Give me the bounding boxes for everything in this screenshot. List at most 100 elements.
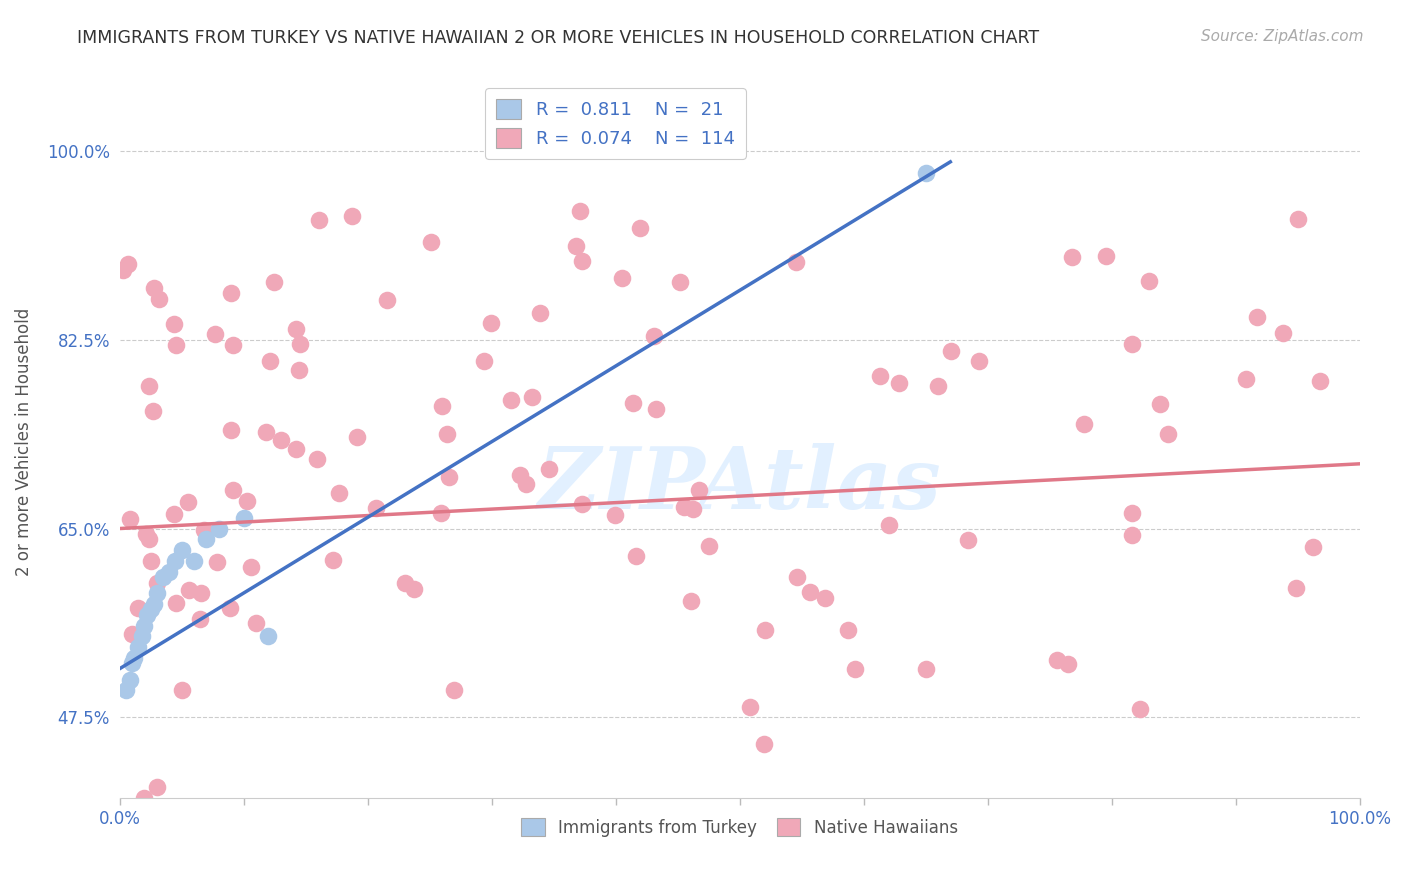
Point (538, 462, 561, 476)
Point (799, 584, 821, 599)
Point (1234, 371, 1257, 385)
Point (204, 326, 226, 341)
Point (222, 483, 245, 497)
Point (240, 559, 263, 574)
Point (131, 629, 153, 643)
Point (190, 585, 212, 599)
Point (364, 501, 387, 516)
Point (479, 317, 502, 331)
Point (143, 597, 166, 611)
Point (195, 533, 218, 547)
Legend: Immigrants from Turkey, Native Hawaiians: Immigrants from Turkey, Native Hawaiians (515, 811, 965, 843)
Point (163, 317, 186, 331)
Point (157, 565, 180, 579)
Point (1272, 326, 1295, 341)
Point (1137, 274, 1160, 288)
Point (288, 336, 311, 351)
Point (1121, 528, 1143, 542)
Point (121, 657, 143, 671)
Point (914, 166, 936, 180)
Point (1095, 249, 1118, 263)
Point (1057, 657, 1080, 672)
Point (436, 426, 458, 441)
Point (142, 403, 165, 417)
Text: IMMIGRANTS FROM TURKEY VS NATIVE HAWAIIAN 2 OR MORE VEHICLES IN HOUSEHOLD CORREL: IMMIGRANTS FROM TURKEY VS NATIVE HAWAIIA… (77, 29, 1039, 46)
Point (170, 543, 193, 558)
Point (270, 433, 292, 447)
Point (148, 292, 170, 306)
Point (1285, 581, 1308, 595)
Point (754, 737, 776, 751)
Point (1073, 417, 1095, 431)
Point (375, 293, 398, 307)
Point (682, 502, 704, 516)
Point (969, 354, 991, 368)
Point (430, 399, 453, 413)
Point (879, 518, 901, 533)
Point (569, 203, 592, 218)
Point (645, 401, 668, 416)
Point (142, 281, 165, 295)
Point (288, 362, 311, 376)
Text: Source: ZipAtlas.com: Source: ZipAtlas.com (1201, 29, 1364, 44)
Point (134, 791, 156, 805)
Point (232, 510, 254, 524)
Point (236, 494, 259, 508)
Point (429, 506, 451, 520)
Point (754, 623, 776, 637)
Point (624, 549, 647, 564)
Point (259, 354, 281, 368)
Point (643, 328, 665, 343)
Point (263, 275, 285, 289)
Point (165, 554, 187, 568)
Point (120, 512, 142, 526)
Point (163, 507, 186, 521)
Point (138, 379, 160, 393)
Point (697, 539, 720, 553)
Point (437, 470, 460, 484)
Point (515, 477, 537, 491)
Point (1046, 653, 1069, 667)
Point (121, 627, 143, 641)
Point (328, 486, 350, 500)
Y-axis label: 2 or more Vehicles in Household: 2 or more Vehicles in Household (15, 308, 32, 576)
Point (221, 338, 243, 352)
Point (285, 321, 308, 335)
Point (112, 263, 135, 277)
Point (170, 683, 193, 698)
Point (219, 286, 242, 301)
Point (124, 651, 146, 665)
Point (785, 255, 807, 269)
Point (565, 239, 588, 253)
Point (146, 586, 169, 600)
Point (623, 396, 645, 410)
Point (738, 700, 761, 714)
Point (127, 601, 149, 615)
Point (420, 235, 443, 249)
Point (1149, 397, 1171, 411)
Point (139, 602, 162, 616)
Point (443, 683, 465, 698)
Point (127, 640, 149, 655)
Point (188, 612, 211, 626)
Point (1286, 211, 1309, 226)
Point (522, 390, 544, 404)
Point (114, 683, 136, 698)
Point (956, 533, 979, 547)
Point (786, 570, 808, 584)
Point (208, 522, 231, 536)
Point (134, 618, 156, 632)
Point (165, 338, 187, 352)
Point (322, 553, 344, 567)
Point (1121, 337, 1143, 351)
Point (939, 343, 962, 358)
Point (221, 423, 243, 437)
Point (285, 442, 308, 457)
Point (141, 554, 163, 568)
Point (205, 555, 228, 569)
Point (245, 616, 267, 631)
Point (1121, 506, 1143, 520)
Point (844, 662, 866, 676)
Point (1246, 310, 1268, 324)
Text: ZIPAtlas: ZIPAtlas (537, 443, 942, 526)
